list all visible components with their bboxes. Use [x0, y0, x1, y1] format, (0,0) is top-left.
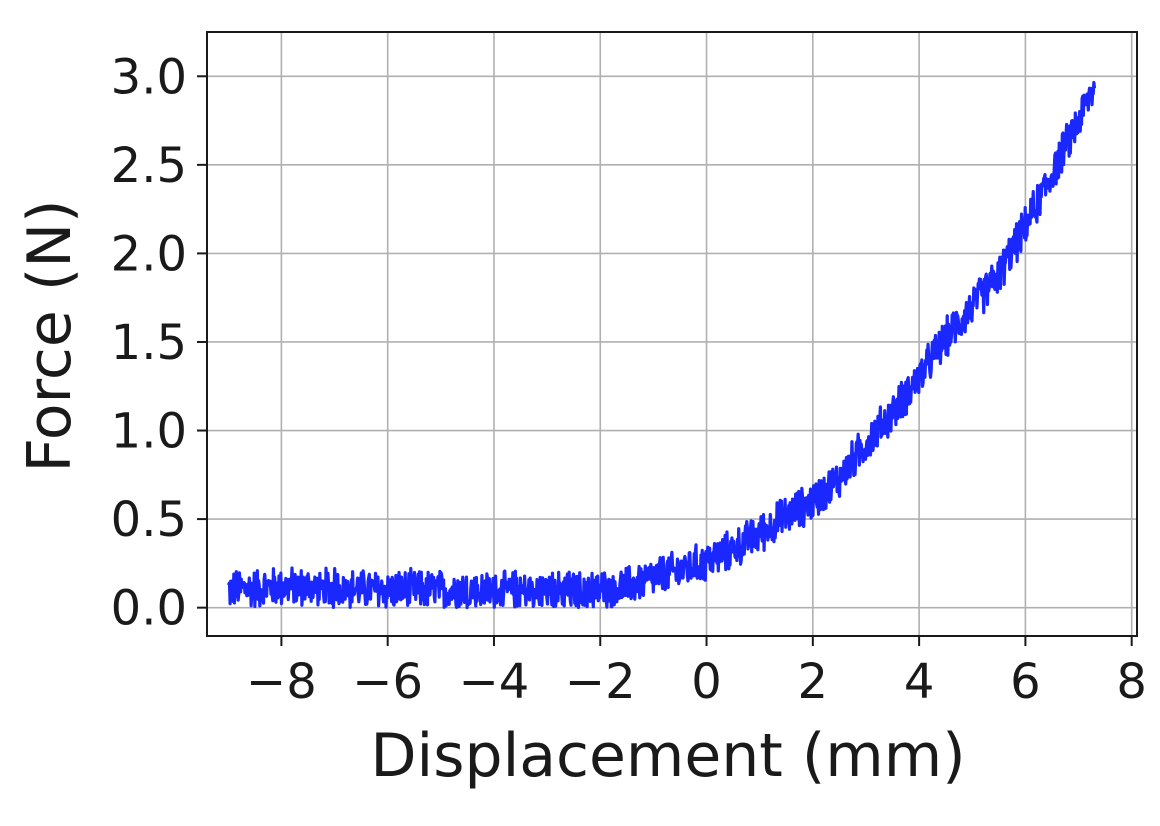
x-tick-labels: −8 −6 −4 −2 0 2 4 6 8 [246, 654, 1147, 710]
y-tick-label: 2.5 [111, 138, 187, 194]
grid [207, 32, 1137, 636]
y-tick-label: 2.0 [111, 226, 187, 282]
x-tick-label: −6 [352, 654, 423, 710]
y-tick-label: 0.0 [111, 581, 187, 637]
y-tick-label: 0.5 [111, 492, 187, 548]
x-tick-label: −4 [459, 654, 530, 710]
x-tick-label: −8 [246, 654, 317, 710]
x-tick-label: 2 [798, 654, 829, 710]
x-tick-label: 8 [1116, 654, 1147, 710]
x-tick-label: 4 [904, 654, 935, 710]
y-tick-labels: 0.0 0.5 1.0 1.5 2.0 2.5 3.0 [111, 49, 187, 636]
plot-area [206, 31, 1138, 637]
tick-marks [197, 75, 1133, 646]
series-group [226, 80, 1097, 610]
series-line [226, 80, 1097, 610]
y-tick-label: 1.0 [111, 404, 187, 460]
x-axis-label: Displacement (mm) [370, 721, 965, 791]
y-tick-label: 1.5 [111, 315, 187, 371]
y-tick-label: 3.0 [111, 49, 187, 105]
x-tick-label: −2 [565, 654, 636, 710]
x-tick-label: 6 [1010, 654, 1041, 710]
x-tick-label: 0 [691, 654, 722, 710]
y-axis-label: Force (N) [15, 199, 85, 472]
